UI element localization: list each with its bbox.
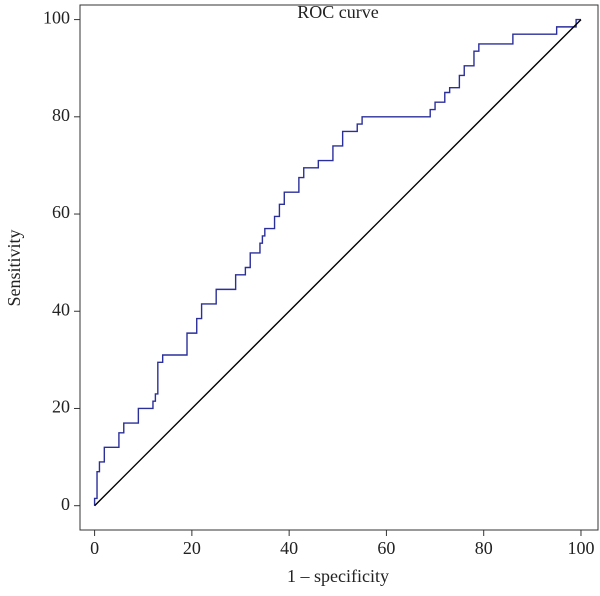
- x-tick-label: 80: [475, 538, 493, 558]
- series-line: [94, 19, 582, 507]
- y-tick-label: 20: [52, 397, 70, 417]
- y-axis-label: Sensitivity: [4, 229, 24, 306]
- y-tick-label: 40: [52, 299, 70, 319]
- y-tick-label: 80: [52, 105, 70, 125]
- y-tick-label: 60: [52, 202, 70, 222]
- x-axis-label: 1 – specificity: [287, 566, 389, 586]
- x-tick-label: 20: [183, 538, 201, 558]
- plot-frame: [79, 4, 599, 531]
- y-tick-label: 100: [43, 8, 70, 28]
- x-tick-label: 60: [377, 538, 395, 558]
- series-line: [93, 18, 581, 506]
- x-tick-label: 40: [280, 538, 298, 558]
- y-tick-label: 0: [61, 494, 70, 514]
- x-tick-label: 0: [90, 538, 99, 558]
- chart-title: ROC curve: [297, 2, 378, 22]
- x-tick-label: 100: [567, 538, 594, 558]
